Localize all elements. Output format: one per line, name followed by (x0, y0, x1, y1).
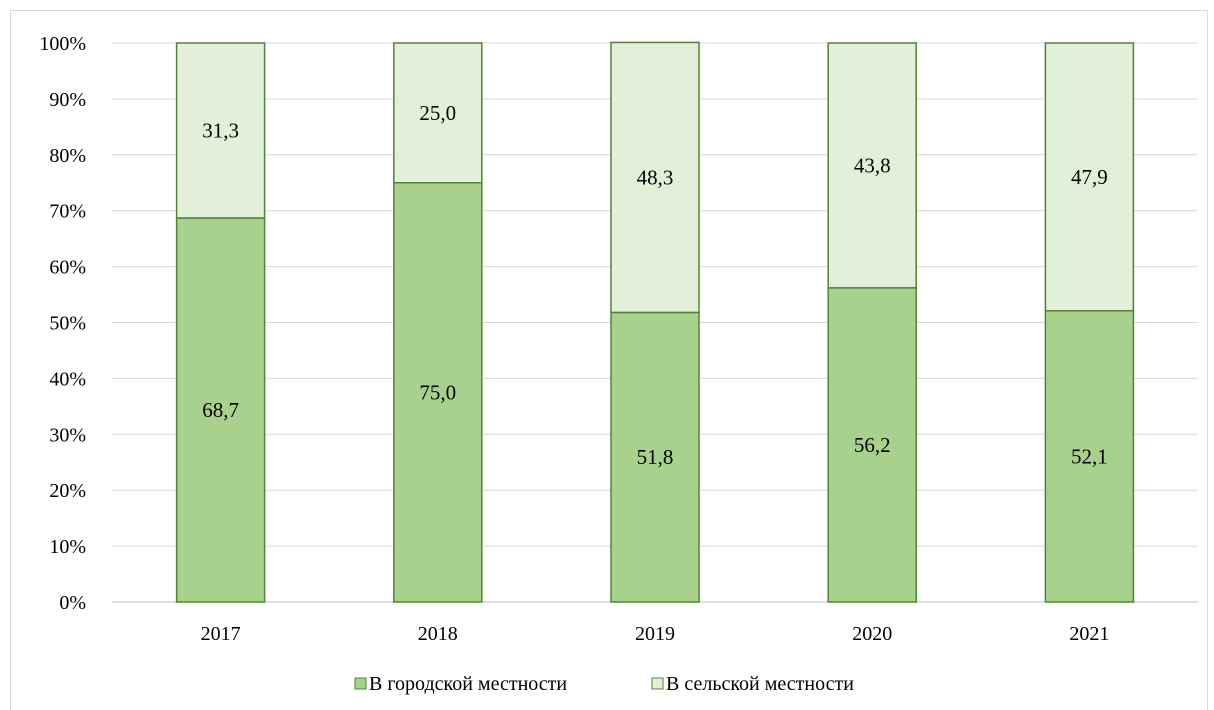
x-axis: 2017 2018 2019 2020 2021 (201, 623, 1110, 645)
data-label: 31,3 (202, 118, 239, 142)
x-tick-label: 2021 (1069, 623, 1109, 645)
data-label: 43,8 (854, 153, 891, 177)
data-label: 56,2 (854, 433, 891, 457)
y-tick-label: 70% (49, 201, 86, 223)
data-label: 68,7 (202, 398, 239, 422)
data-label: 48,3 (637, 165, 674, 189)
data-label: 52,1 (1071, 444, 1108, 468)
data-label: 47,9 (1071, 165, 1108, 189)
y-tick-label: 30% (49, 424, 86, 446)
data-label: 75,0 (419, 380, 456, 404)
y-tick-label: 90% (49, 89, 86, 111)
y-tick-label: 100% (39, 33, 86, 55)
x-tick-label: 2020 (852, 623, 892, 645)
y-tick-label: 50% (49, 313, 86, 335)
y-tick-label: 40% (49, 368, 86, 390)
data-label: 51,8 (637, 445, 674, 469)
y-axis: 0% 10% 20% 30% 40% 50% 60% 70% 80% 90% 100% (39, 33, 86, 614)
legend-swatch-rural (652, 678, 663, 689)
legend-label-rural: В сельской местности (666, 673, 854, 695)
y-tick-label: 0% (59, 592, 86, 614)
legend-label-urban: В городской местности (369, 673, 567, 695)
x-tick-label: 2018 (418, 623, 458, 645)
data-label: 25,0 (419, 101, 456, 125)
x-tick-label: 2019 (635, 623, 675, 645)
y-tick-label: 80% (49, 145, 86, 167)
legend-swatch-urban (355, 678, 366, 689)
x-tick-label: 2017 (201, 623, 241, 645)
y-tick-label: 10% (49, 536, 86, 558)
legend: В городской местности В сельской местност… (355, 673, 854, 695)
y-tick-label: 60% (49, 257, 86, 279)
y-tick-label: 20% (49, 480, 86, 502)
